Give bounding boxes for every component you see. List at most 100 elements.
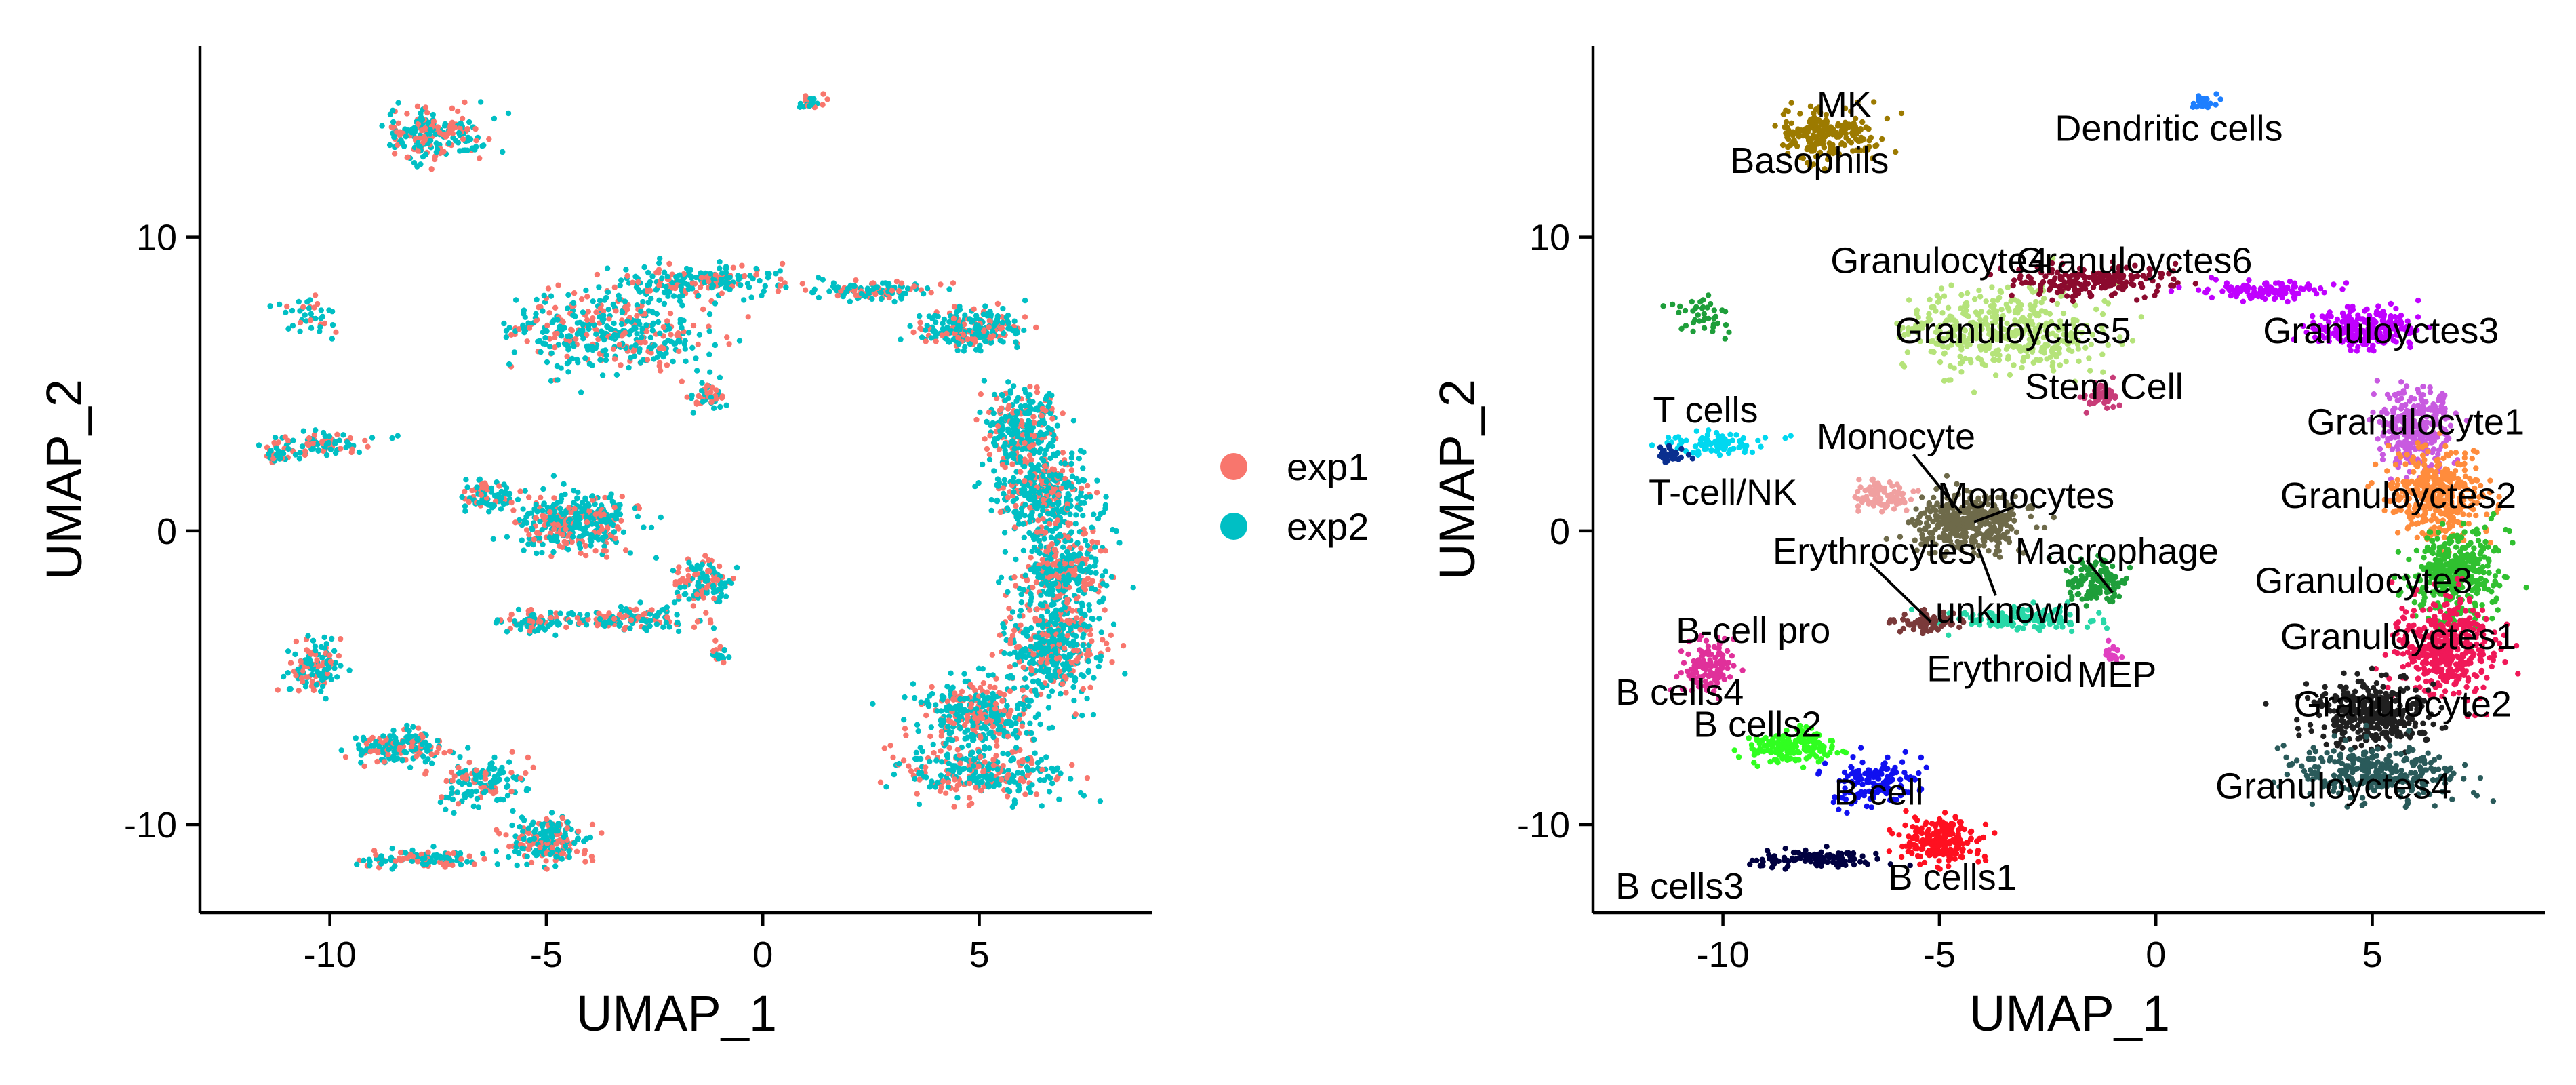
cell-point [1037,420,1043,426]
cell-point [1043,548,1049,555]
cell-point [1029,548,1035,555]
cell-point [580,507,587,513]
cell-point [1037,681,1043,687]
cell-point [975,665,982,671]
cell-point [563,342,569,348]
cell-point [1002,549,1009,555]
cell-point [656,260,662,267]
cell-point [395,100,401,106]
cell-point [775,288,782,294]
cell-point [656,297,662,303]
cell-point [990,420,996,426]
cell-point [1041,777,1047,783]
cell-point [939,692,946,699]
cell-point [624,318,630,324]
cell-point [310,637,317,644]
cell-point [1060,544,1066,550]
cell-point [313,682,320,688]
cell-point [478,492,484,498]
cell-point [457,754,463,760]
cell-point [474,484,480,490]
cell-point [588,344,595,351]
cell-point [917,313,923,319]
cell-point [712,272,719,278]
cell-point [1021,534,1028,540]
cell-point [661,345,667,352]
cell-point [1068,467,1075,473]
cell-point [517,621,523,628]
cell-point [390,107,396,113]
cell-point [1034,389,1041,395]
cell-point [534,550,540,557]
cell-point [924,698,931,704]
cell-point [1013,408,1020,415]
cell-point [542,513,548,520]
cell-point [1094,540,1101,546]
cell-point [559,511,566,517]
cell-point [676,593,682,600]
cell-point [558,365,564,371]
cell-point [1010,383,1017,389]
cell-point [584,612,590,618]
cell-point [576,521,582,527]
cell-point [280,450,287,457]
cell-point [605,289,611,295]
cell-point [980,680,987,686]
cell-point [641,264,647,271]
cell-point [1045,633,1051,639]
cell-point [677,298,683,304]
cell-point [595,336,601,342]
cell-point [449,796,456,803]
cell-point [847,298,853,304]
cell-point [566,854,572,861]
cell-point [1028,511,1035,517]
cell-point [661,300,668,307]
cell-point [1018,505,1025,511]
cell-point [1022,403,1028,409]
cell-point [1053,616,1060,622]
cell-point [1024,755,1031,762]
cell-point [456,778,462,785]
cell-point [935,313,941,319]
cell-point [292,651,298,658]
cell-point [987,309,993,315]
cell-point [611,332,618,338]
cell-point [651,342,658,349]
cell-point [458,120,464,127]
cell-point [552,863,559,869]
cell-point [519,845,525,852]
cell-point [371,743,377,749]
cell-point [773,271,779,277]
cell-point [308,651,315,657]
cell-point [522,488,528,494]
cell-point [282,434,288,440]
cell-point [640,298,646,305]
cell-point [930,741,936,748]
cell-point [531,628,538,634]
cell-point [667,310,674,317]
cell-point [808,102,814,108]
cell-point [359,749,365,756]
cell-point [1011,627,1018,633]
cell-point [1031,433,1037,439]
cell-point [460,136,466,142]
cell-point [577,328,583,334]
cell-point [1039,803,1045,809]
cell-point [511,349,518,355]
cell-point [295,666,301,673]
cell-point [1055,473,1062,479]
cell-point [1004,793,1011,800]
cell-point [1076,551,1083,557]
cell-point [1031,494,1038,500]
cell-point [690,322,697,329]
cell-point [983,338,989,344]
cell-point [938,281,944,288]
cell-point [693,566,700,572]
cell-point [962,736,968,742]
cell-point [1057,561,1063,568]
cell-point [679,302,685,309]
cell-point [1076,456,1083,462]
cell-point [267,303,273,309]
cell-point [1000,750,1006,757]
